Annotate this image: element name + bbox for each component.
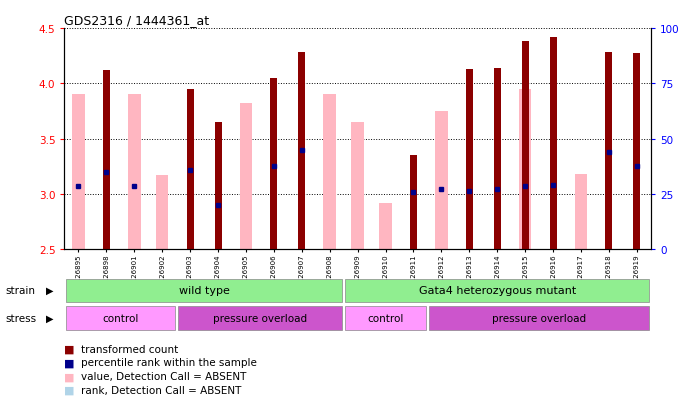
Text: stress: stress bbox=[5, 313, 37, 323]
Text: pressure overload: pressure overload bbox=[492, 313, 586, 323]
Text: ▶: ▶ bbox=[46, 313, 54, 323]
Bar bbox=[323, 95, 336, 250]
Bar bbox=[521, 42, 529, 250]
Text: wild type: wild type bbox=[178, 285, 229, 296]
Text: strain: strain bbox=[5, 285, 35, 295]
Bar bbox=[379, 204, 392, 250]
Bar bbox=[351, 123, 364, 250]
Bar bbox=[128, 95, 140, 250]
Bar bbox=[186, 90, 194, 250]
Text: ■: ■ bbox=[64, 385, 75, 395]
FancyBboxPatch shape bbox=[178, 306, 342, 330]
Bar bbox=[550, 38, 557, 250]
Bar bbox=[633, 55, 641, 250]
FancyBboxPatch shape bbox=[66, 306, 175, 330]
Text: control: control bbox=[102, 313, 138, 323]
Text: rank, Detection Call = ABSENT: rank, Detection Call = ABSENT bbox=[81, 385, 242, 395]
Bar bbox=[241, 170, 251, 250]
Bar bbox=[72, 95, 85, 250]
FancyBboxPatch shape bbox=[66, 279, 342, 302]
Bar bbox=[380, 204, 391, 250]
Bar bbox=[466, 70, 473, 250]
Bar bbox=[435, 112, 447, 250]
Bar bbox=[605, 53, 612, 250]
Text: ▶: ▶ bbox=[46, 285, 54, 295]
Text: percentile rank within the sample: percentile rank within the sample bbox=[81, 358, 257, 368]
Bar bbox=[519, 90, 532, 250]
Bar bbox=[494, 69, 501, 250]
Bar bbox=[575, 175, 587, 250]
Bar bbox=[103, 71, 110, 250]
Bar bbox=[298, 53, 305, 250]
Text: control: control bbox=[367, 313, 404, 323]
Bar bbox=[73, 187, 83, 250]
Text: pressure overload: pressure overload bbox=[213, 313, 307, 323]
Text: ■: ■ bbox=[64, 344, 75, 354]
Bar bbox=[214, 123, 222, 250]
FancyBboxPatch shape bbox=[345, 279, 650, 302]
Text: GDS2316 / 1444361_at: GDS2316 / 1444361_at bbox=[64, 14, 210, 27]
Bar bbox=[325, 189, 335, 250]
Bar bbox=[157, 202, 167, 250]
Bar bbox=[520, 153, 530, 250]
FancyBboxPatch shape bbox=[429, 306, 650, 330]
Text: ■: ■ bbox=[64, 358, 75, 368]
Bar bbox=[129, 187, 139, 250]
Bar bbox=[410, 156, 417, 250]
Bar bbox=[239, 104, 252, 250]
Bar bbox=[271, 78, 277, 250]
Text: transformed count: transformed count bbox=[81, 344, 178, 354]
Text: ■: ■ bbox=[64, 371, 75, 381]
Text: value, Detection Call = ABSENT: value, Detection Call = ABSENT bbox=[81, 371, 247, 381]
FancyBboxPatch shape bbox=[345, 306, 426, 330]
Text: Gata4 heterozygous mutant: Gata4 heterozygous mutant bbox=[418, 285, 576, 296]
Bar bbox=[156, 176, 168, 250]
Bar bbox=[437, 187, 446, 250]
